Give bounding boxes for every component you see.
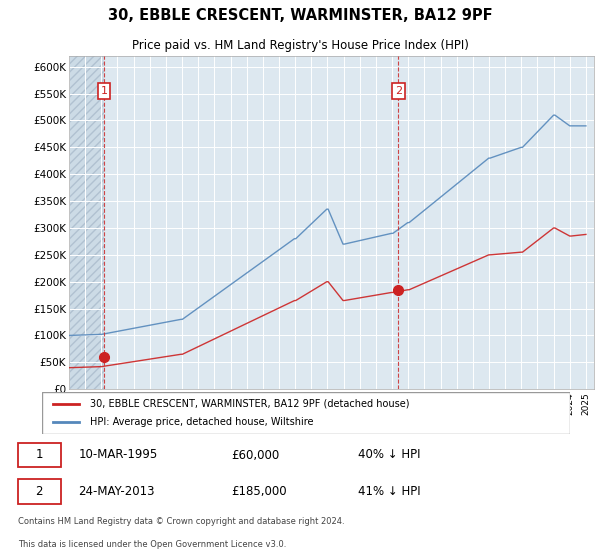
FancyBboxPatch shape: [18, 479, 61, 504]
Text: 1: 1: [101, 86, 108, 96]
Text: £60,000: £60,000: [231, 449, 279, 461]
Text: 2: 2: [395, 86, 402, 96]
Text: 41% ↓ HPI: 41% ↓ HPI: [358, 485, 420, 498]
Text: 1: 1: [35, 449, 43, 461]
FancyBboxPatch shape: [18, 442, 61, 468]
Text: This data is licensed under the Open Government Licence v3.0.: This data is licensed under the Open Gov…: [18, 540, 286, 549]
Text: HPI: Average price, detached house, Wiltshire: HPI: Average price, detached house, Wilt…: [89, 417, 313, 427]
Text: 30, EBBLE CRESCENT, WARMINSTER, BA12 9PF: 30, EBBLE CRESCENT, WARMINSTER, BA12 9PF: [107, 8, 493, 24]
Text: 30, EBBLE CRESCENT, WARMINSTER, BA12 9PF (detached house): 30, EBBLE CRESCENT, WARMINSTER, BA12 9PF…: [89, 399, 409, 409]
Text: 2: 2: [35, 485, 43, 498]
Text: Contains HM Land Registry data © Crown copyright and database right 2024.: Contains HM Land Registry data © Crown c…: [18, 517, 344, 526]
Bar: [69, 56, 104, 389]
Text: Price paid vs. HM Land Registry's House Price Index (HPI): Price paid vs. HM Land Registry's House …: [131, 39, 469, 52]
Text: 40% ↓ HPI: 40% ↓ HPI: [358, 449, 420, 461]
Text: 10-MAR-1995: 10-MAR-1995: [78, 449, 157, 461]
Text: 24-MAY-2013: 24-MAY-2013: [78, 485, 155, 498]
Text: £185,000: £185,000: [231, 485, 287, 498]
